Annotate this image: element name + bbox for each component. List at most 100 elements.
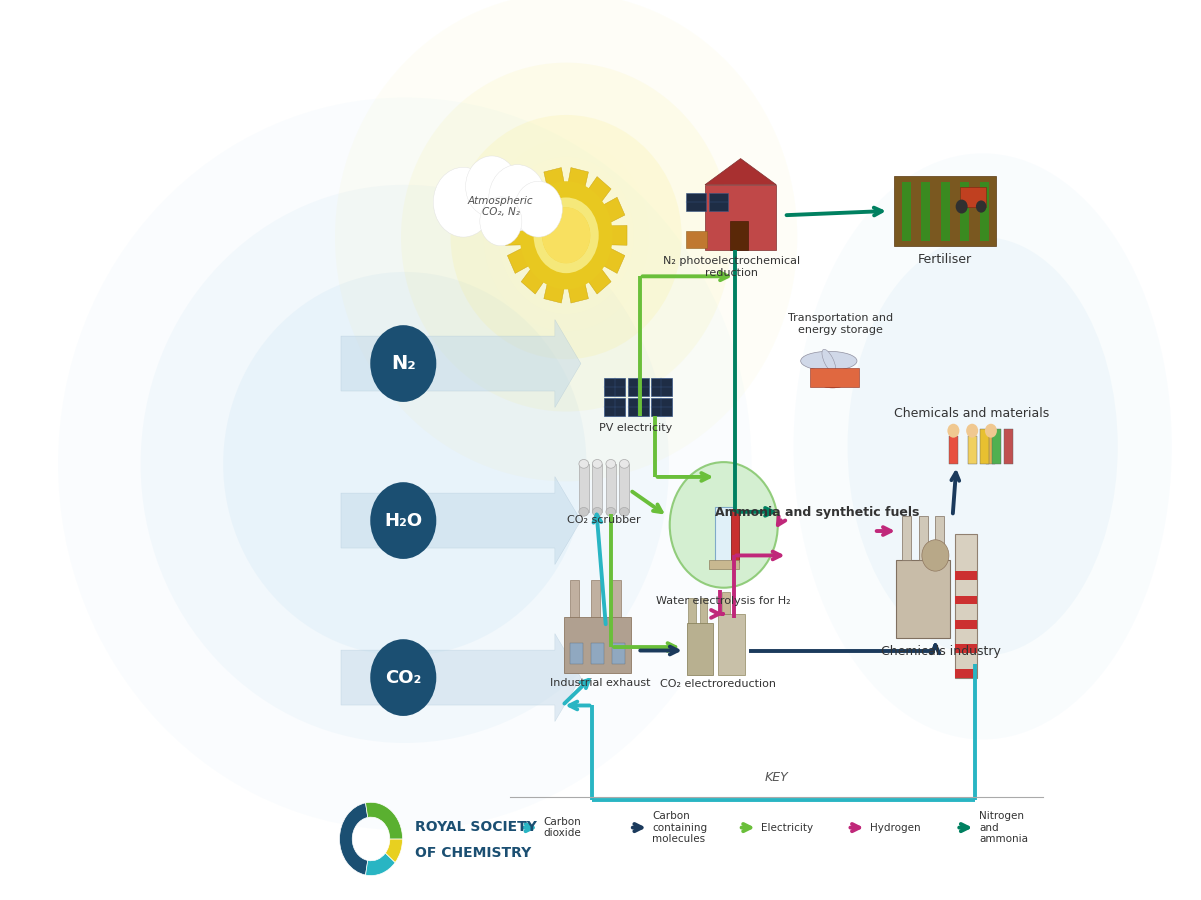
Bar [902,182,910,241]
Text: N₂ photoelectrochemical
reduction: N₂ photoelectrochemical reduction [663,256,800,278]
Bar [709,194,728,211]
Text: Ammonia and synthetic fuels: Ammonia and synthetic fuels [716,506,920,518]
Polygon shape [507,248,530,274]
Bar [894,176,996,246]
Text: ROYAL SOCIETY: ROYAL SOCIETY [414,820,537,833]
Ellipse shape [794,153,1172,740]
Bar [620,464,629,512]
Ellipse shape [401,63,731,411]
Bar [700,598,707,623]
Bar [955,669,978,678]
Polygon shape [507,197,530,223]
Circle shape [966,424,978,437]
Text: Electricity: Electricity [761,823,813,832]
Bar [604,378,626,396]
Bar [955,620,978,629]
Bar [688,598,695,623]
Circle shape [520,181,613,290]
Bar [687,623,713,675]
Bar [980,429,990,464]
Ellipse shape [821,349,836,373]
Text: PV electricity: PV electricity [599,423,673,433]
Text: N₂: N₂ [390,354,416,373]
Bar [992,429,1002,464]
Wedge shape [365,802,402,839]
Wedge shape [365,853,395,876]
Text: Nitrogen
and
ammonia: Nitrogen and ammonia [979,811,1028,844]
Ellipse shape [814,367,852,388]
Ellipse shape [579,460,588,468]
Bar [709,560,739,569]
Bar [686,231,707,248]
Bar [986,436,996,464]
Circle shape [489,165,546,231]
Circle shape [670,462,778,588]
Polygon shape [587,176,611,203]
Circle shape [480,197,522,246]
Ellipse shape [141,184,669,743]
Bar [722,592,730,614]
Circle shape [543,208,590,263]
Circle shape [976,201,986,212]
Text: Carbon
dioxide: Carbon dioxide [544,817,581,839]
Bar [570,643,584,664]
Bar [570,580,579,616]
Bar [902,517,912,560]
Ellipse shape [848,237,1118,656]
Text: KEY: KEY [764,771,788,784]
Bar [921,182,930,241]
Circle shape [956,200,968,213]
Ellipse shape [801,351,858,371]
Bar [651,378,673,396]
Circle shape [985,424,997,437]
Bar [960,182,969,241]
Polygon shape [521,267,545,294]
Bar [955,596,978,604]
Text: Water electrolysis for H₂: Water electrolysis for H₂ [657,597,791,607]
Circle shape [370,325,436,402]
Bar [731,509,739,562]
Bar [730,220,748,250]
Bar [968,436,976,464]
Bar [686,194,706,211]
Bar [896,560,950,638]
Text: Transportation and
energy storage: Transportation and energy storage [788,313,892,335]
Polygon shape [341,320,581,408]
Text: Industrial exhaust: Industrial exhaust [550,678,650,688]
Polygon shape [610,225,627,245]
Circle shape [370,639,436,716]
Ellipse shape [579,508,588,517]
Bar [607,464,616,512]
Text: CO₂: CO₂ [386,669,422,687]
Text: Hydrogen: Hydrogen [870,823,921,832]
Bar [955,534,978,678]
Bar [955,644,978,653]
Ellipse shape [620,508,629,517]
Polygon shape [587,267,611,294]
Circle shape [510,170,622,301]
Bar [628,378,649,396]
Polygon shape [544,167,564,190]
Bar [960,187,986,206]
Polygon shape [506,225,522,245]
Bar [604,399,626,416]
Polygon shape [602,197,625,223]
Text: OF CHEMISTRY: OF CHEMISTRY [414,846,531,860]
Text: Atmospheric
CO₂, N₂: Atmospheric CO₂, N₂ [468,195,533,217]
Bar [592,464,602,512]
Ellipse shape [450,115,682,359]
Ellipse shape [620,460,629,468]
Circle shape [434,167,494,237]
Text: CO₂ scrubber: CO₂ scrubber [567,516,640,526]
Bar [613,580,621,616]
Bar [940,182,950,241]
Bar [936,517,944,560]
Bar [564,616,632,673]
Ellipse shape [607,508,616,517]
Bar [919,517,928,560]
Bar [579,464,588,512]
Circle shape [370,482,436,559]
Ellipse shape [223,272,586,656]
Bar [949,436,958,464]
Polygon shape [341,477,581,564]
